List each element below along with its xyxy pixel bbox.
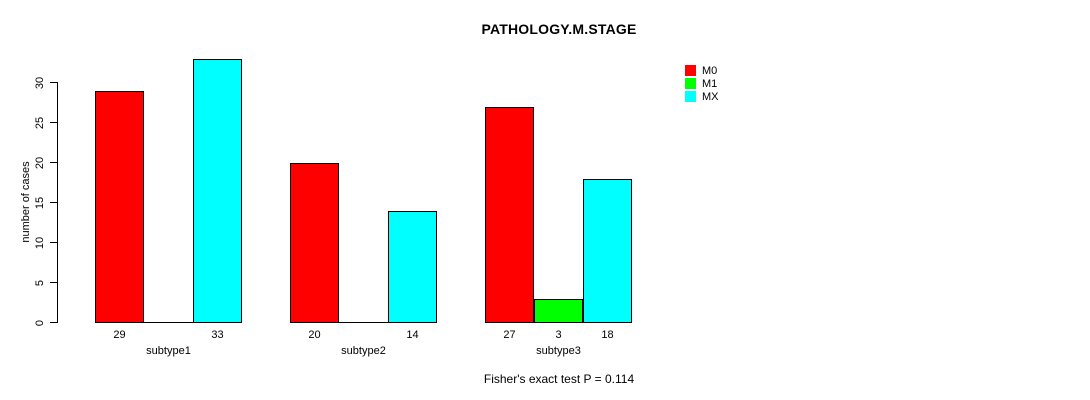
- legend-label-mx: MX: [702, 90, 719, 103]
- bar-value-label: 18: [601, 329, 614, 341]
- legend-label-m0: M0: [702, 64, 718, 77]
- legend-item-m1: M1: [685, 77, 718, 90]
- bar-mx-subtype2: [388, 211, 437, 323]
- bar-mx-subtype3: [583, 179, 632, 323]
- bar-m1-subtype1-zero: [144, 322, 193, 323]
- bar-value-label: 33: [211, 329, 224, 341]
- y-tick: [50, 122, 57, 123]
- bar-value-label: 27: [503, 329, 516, 341]
- y-tick: [50, 282, 57, 283]
- category-label-subtype2: subtype2: [341, 345, 386, 357]
- y-tick: [50, 242, 57, 243]
- bar-mx-subtype1: [193, 59, 242, 323]
- y-tick: [50, 82, 57, 83]
- y-tick-label: 30: [34, 76, 46, 89]
- caption: Fisher's exact test P = 0.114: [483, 372, 635, 386]
- bar-value-label: 29: [113, 329, 126, 341]
- y-tick-label: 10: [34, 236, 46, 249]
- y-tick: [50, 202, 57, 203]
- legend-swatch-mx: [685, 91, 696, 102]
- bar-value-label: 14: [406, 329, 419, 341]
- bar-m0-subtype1: [95, 91, 144, 323]
- y-axis-label: number of cases: [20, 161, 32, 243]
- y-tick: [50, 162, 57, 163]
- bar-m0-subtype2: [290, 163, 339, 323]
- bar-m1-subtype2-zero: [339, 322, 388, 323]
- legend-label-m1: M1: [702, 77, 718, 90]
- category-label-subtype3: subtype3: [536, 345, 581, 357]
- legend-swatch-m1: [685, 78, 696, 89]
- category-label-subtype1: subtype1: [146, 345, 191, 357]
- y-axis-line: [57, 82, 58, 323]
- chart-title: PATHOLOGY.M.STAGE: [481, 21, 637, 37]
- legend-swatch-m0: [685, 65, 696, 76]
- bar-m1-subtype3: [534, 299, 583, 323]
- y-tick-label: 0: [34, 319, 46, 326]
- y-tick-label: 5: [34, 279, 46, 286]
- legend-item-m0: M0: [685, 64, 718, 77]
- y-tick-label: 20: [34, 156, 46, 169]
- bar-value-label: 3: [555, 329, 562, 341]
- y-tick: [50, 322, 57, 323]
- bar-m0-subtype3: [485, 107, 534, 323]
- bar-value-label: 20: [308, 329, 321, 341]
- y-tick-label: 15: [34, 196, 46, 209]
- legend-item-mx: MX: [685, 90, 719, 103]
- y-tick-label: 25: [34, 116, 46, 129]
